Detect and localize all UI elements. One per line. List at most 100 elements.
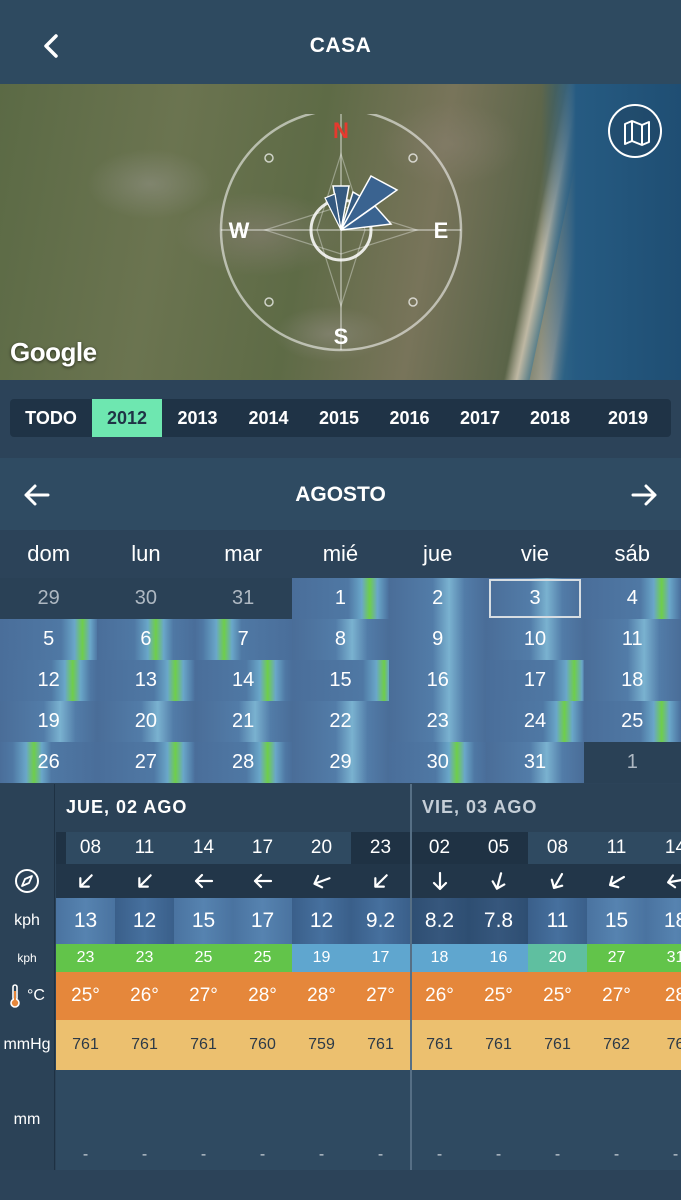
forecast-hour: 11 — [587, 832, 646, 864]
month-navigation: AGOSTO — [0, 458, 681, 530]
weekday-label: lun — [131, 541, 161, 566]
month-title: AGOSTO — [295, 483, 386, 506]
satellite-map[interactable]: N S E W Google — [0, 84, 681, 380]
temperature-cell: 25° — [469, 972, 528, 1020]
forecast-hour: 17 — [233, 832, 292, 864]
calendar-day[interactable]: 5 — [0, 619, 98, 660]
wind-gust-cell: 25 — [174, 944, 233, 972]
forecast-hour: 14 — [174, 832, 233, 864]
year-tab-2012[interactable]: 2012 — [92, 399, 162, 437]
direction-row-label — [0, 864, 55, 898]
temperature-cell: 28 — [646, 972, 681, 1020]
wind-gust-cell: 18 — [410, 944, 469, 972]
forecast-hour: 23 — [351, 832, 410, 864]
calendar-day[interactable]: 25 — [583, 701, 681, 742]
forecast-hour: 20 — [292, 832, 351, 864]
wind-speed-cell: 7.8 — [469, 898, 528, 944]
arrow-right-icon[interactable] — [627, 478, 661, 512]
rain-row-label: mm — [0, 1070, 55, 1170]
bottom-bar — [0, 1170, 681, 1200]
year-tab-2014[interactable]: 2014 — [248, 408, 289, 428]
forecast-hour: 08 — [56, 832, 115, 864]
calendar-day[interactable]: 20 — [97, 701, 195, 742]
calendar-day[interactable]: 24 — [486, 701, 584, 742]
weekday-label: mar — [224, 541, 263, 566]
arrow-left-icon[interactable] — [20, 478, 54, 512]
wind-direction-cell — [56, 864, 115, 898]
calendar-day[interactable]: 14 — [194, 660, 292, 701]
map-view-button[interactable] — [608, 104, 662, 158]
wind-speed-cell: 17 — [233, 898, 292, 944]
pressure-cell: 761 — [115, 1020, 174, 1070]
wind-speed-cell: 8.2 — [410, 898, 469, 944]
wind-row-label: kph — [0, 898, 55, 944]
year-tab-2018[interactable]: 2018 — [529, 408, 571, 428]
calendar-day[interactable]: 27 — [97, 742, 195, 783]
forecast-hour: 11 — [115, 832, 174, 864]
weekday-label: mié — [322, 541, 359, 566]
temp-unit: °C — [27, 987, 45, 1004]
year-tab-2013[interactable]: 2013 — [177, 408, 218, 428]
calendar-day[interactable]: 3 — [486, 578, 584, 619]
pressure-cell: 761 — [528, 1020, 587, 1070]
wind-rose-compass: N S E W — [219, 114, 463, 352]
calendar-day[interactable]: 7 — [194, 619, 292, 660]
forecast-hour: 05 — [469, 832, 528, 864]
wind-gust-cell: 17 — [351, 944, 410, 972]
calendar-day[interactable]: 29 — [291, 742, 390, 783]
calendar-day[interactable]: 12 — [0, 660, 98, 701]
rain-cell: - — [351, 1070, 410, 1170]
calendar-day[interactable]: 9 — [389, 619, 487, 660]
wind-direction-cell — [174, 864, 233, 898]
calendar-day[interactable]: 8 — [291, 619, 390, 660]
year-tab-todo[interactable]: TODO — [25, 408, 77, 428]
wind-arrow-icon — [312, 874, 331, 889]
rain-cell: - — [528, 1070, 587, 1170]
compass-west-label: W — [229, 218, 250, 243]
calendar-day[interactable]: 26 — [0, 742, 98, 783]
wind-speed-cell: 13 — [56, 898, 115, 944]
calendar-day[interactable]: 11 — [583, 619, 681, 660]
calendar-day[interactable]: 4 — [583, 578, 681, 619]
year-tab-2019[interactable]: 2019 — [607, 408, 649, 428]
calendar-day[interactable]: 1 — [291, 578, 390, 619]
calendar-day[interactable]: 31 — [486, 742, 584, 783]
wind-direction-cell — [587, 864, 646, 898]
back-button[interactable] — [30, 24, 74, 68]
calendar-day[interactable]: 19 — [0, 701, 98, 742]
year-tab-2016[interactable]: 2016 — [389, 408, 430, 428]
calendar-day[interactable]: 21 — [194, 701, 292, 742]
calendar-day[interactable]: 28 — [194, 742, 292, 783]
calendar-day[interactable]: 30 — [389, 742, 487, 783]
calendar-day[interactable]: 16 — [389, 660, 487, 701]
calendar-day[interactable]: 23 — [389, 701, 487, 742]
wind-arrow-icon — [137, 874, 152, 888]
calendar-day[interactable]: 13 — [97, 660, 195, 701]
pressure-row-label: mmHg — [0, 1020, 55, 1070]
compass-north-label: N — [333, 118, 349, 143]
year-tab-2017[interactable]: 2017 — [459, 408, 501, 428]
pressure-cell: 759 — [292, 1020, 351, 1070]
calendar-day[interactable]: 6 — [97, 619, 195, 660]
forecast-day-header: JUE, 02 AGO — [66, 797, 188, 817]
temperature-cell: 27° — [587, 972, 646, 1020]
temperature-cell: 26° — [115, 972, 174, 1020]
weekday-header: dom lun mar mié jue vie sáb — [0, 530, 681, 578]
calendar-day[interactable]: 17 — [486, 660, 584, 701]
wind-gust-cell: 23 — [115, 944, 174, 972]
wind-speed-cell: 9.2 — [351, 898, 410, 944]
calendar-day[interactable]: 22 — [291, 701, 390, 742]
label-corner — [0, 784, 55, 864]
rain-cell: - — [233, 1070, 292, 1170]
chevron-left-icon — [44, 34, 58, 58]
pressure-cell: 760 — [233, 1020, 292, 1070]
page-title: CASA — [309, 34, 372, 57]
year-tab-2015[interactable]: 2015 — [318, 408, 360, 428]
calendar-day[interactable]: 10 — [486, 619, 584, 660]
calendar-day[interactable]: 2 — [389, 578, 487, 619]
wind-direction-cell — [351, 864, 410, 898]
temperature-cell: 26° — [410, 972, 469, 1020]
calendar-day[interactable]: 18 — [583, 660, 681, 701]
calendar-day[interactable]: 15 — [291, 660, 390, 701]
temperature-cell: 28° — [233, 972, 292, 1020]
